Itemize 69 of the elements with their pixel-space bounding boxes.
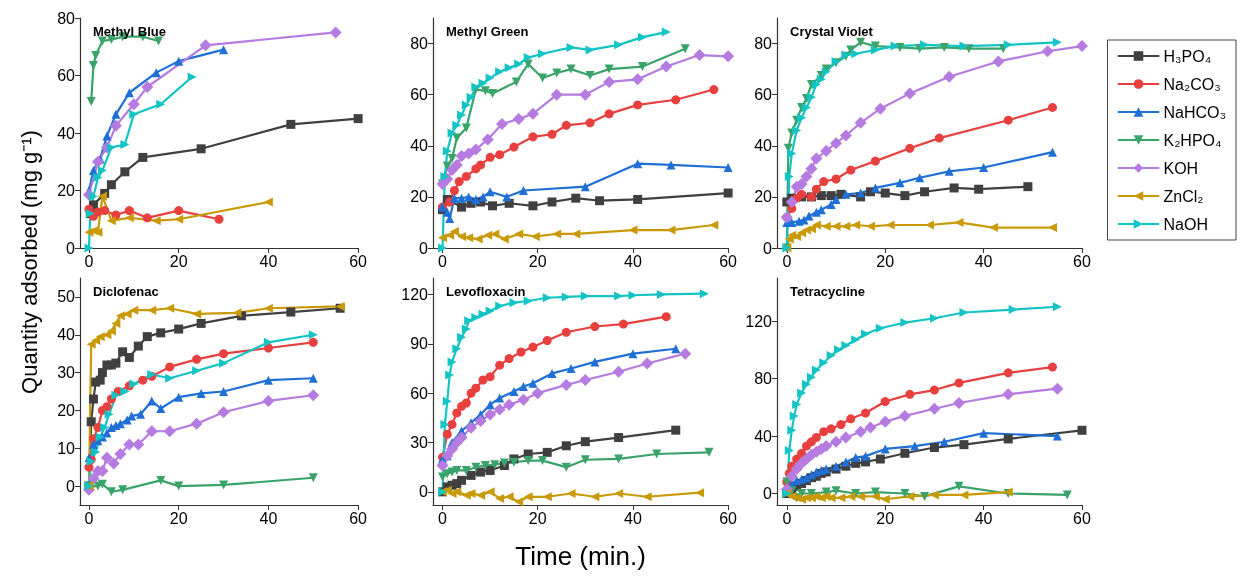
y-tick-label: 10	[57, 439, 76, 457]
y-tick-label: 0	[419, 239, 429, 257]
x-tick-label: 20	[876, 509, 895, 527]
x-tick-label: 0	[84, 509, 94, 527]
x-tick-label: 40	[259, 252, 278, 270]
y-tick-label: 90	[410, 335, 429, 353]
y-tick-label: 60	[754, 86, 773, 104]
x-axis-title: Time (min.)	[515, 541, 646, 571]
x-tick-label: 60	[349, 252, 368, 270]
x-tick-label: 60	[719, 252, 738, 270]
legend-label: NaOH	[1163, 215, 1208, 233]
x-tick-label: 60	[1073, 252, 1091, 270]
y-tick-label: 30	[410, 433, 429, 451]
y-tick-label: 80	[410, 35, 429, 53]
y-tick-label: 80	[57, 9, 76, 27]
text: Levofloxacin	[446, 284, 526, 299]
y-tick-label: 20	[57, 401, 76, 419]
x-tick-label: 60	[719, 509, 738, 527]
y-tick-label: 60	[57, 67, 76, 84]
y-tick-label: 60	[410, 86, 429, 104]
x-tick-label: 40	[259, 509, 278, 527]
x-tick-label: 20	[876, 252, 895, 270]
text: Methyl Blue	[93, 24, 166, 39]
x-tick-label: 0	[84, 252, 94, 270]
legend-label: NaHCO₃	[1163, 103, 1227, 121]
y-tick-label: 20	[410, 188, 429, 206]
legend-label: Na₂CO₃	[1163, 75, 1221, 93]
y-tick-label: 80	[754, 370, 773, 388]
y-tick-label: 60	[410, 384, 429, 402]
x-tick-label: 60	[349, 509, 368, 527]
x-tick-label: 40	[974, 509, 993, 527]
chart-title: Diclofenac	[93, 284, 159, 299]
text: Tetracycline	[790, 284, 865, 299]
x-tick-label: 0	[438, 252, 448, 270]
x-tick-label: 0	[782, 509, 792, 527]
y-tick-label: 20	[57, 182, 76, 199]
y-tick-label: 0	[66, 477, 76, 495]
y-tick-label: 40	[57, 326, 76, 344]
y-tick-label: 80	[754, 35, 773, 53]
y-tick-label: 0	[419, 483, 429, 501]
x-tick-label: 20	[528, 252, 547, 270]
y-tick-label: 120	[745, 312, 773, 330]
y-tick-label: 20	[754, 188, 773, 206]
x-tick-label: 40	[624, 252, 642, 270]
x-tick-label: 20	[528, 509, 547, 527]
legend-label: ZnCl₂	[1163, 187, 1204, 205]
x-tick-label: 40	[624, 509, 642, 527]
y-axis-title: Quantity adsorbed (mg g⁻¹)	[16, 130, 43, 394]
y-tick-label: 120	[401, 285, 429, 303]
x-tick-label: 0	[782, 252, 792, 270]
y-tick-label: 40	[57, 124, 76, 142]
y-tick-label: 40	[410, 137, 429, 155]
y-tick-label: 40	[754, 427, 773, 445]
legend-label: H₃PO₄	[1163, 47, 1212, 65]
y-tick-label: 0	[763, 239, 773, 257]
legend-label: KOH	[1163, 159, 1199, 177]
x-tick-label: 20	[169, 509, 188, 527]
x-tick-label: 20	[169, 252, 188, 270]
text: Methyl Green	[446, 24, 529, 39]
text: Crystal Violet	[790, 24, 874, 39]
legend-label: K₂HPO₄	[1163, 131, 1222, 149]
y-tick-label: 0	[763, 485, 773, 503]
x-tick-label: 60	[1073, 509, 1091, 527]
x-tick-label: 0	[438, 509, 448, 527]
x-tick-label: 40	[974, 252, 993, 270]
y-tick-label: 0	[66, 239, 76, 257]
y-tick-label: 30	[57, 364, 76, 382]
y-tick-label: 40	[754, 137, 773, 155]
y-tick-label: 50	[57, 288, 76, 306]
